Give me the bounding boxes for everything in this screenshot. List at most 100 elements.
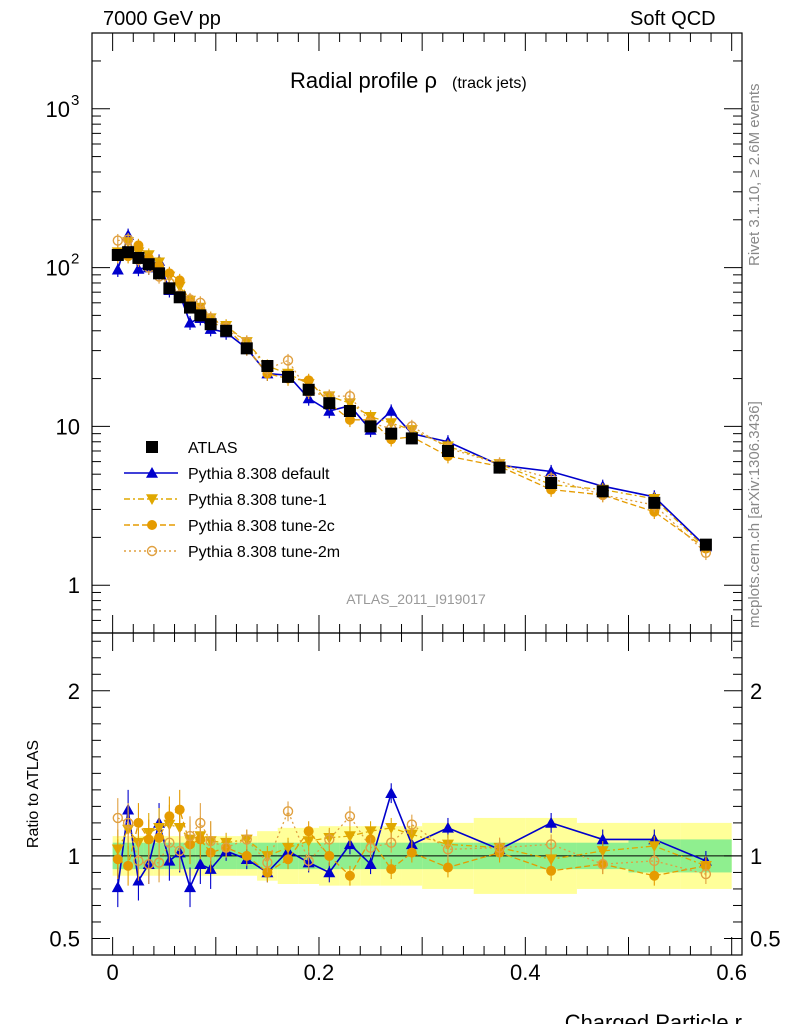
- ratio-y-tick-label-right: 1: [750, 844, 762, 869]
- data-point: [163, 282, 176, 295]
- ratio-point: [153, 857, 165, 868]
- ratio-point: [184, 881, 197, 893]
- legend-marker: [146, 441, 158, 453]
- data-point: [699, 538, 712, 551]
- ratio-point: [406, 819, 418, 830]
- legend-label: Pythia 8.308 tune-2c: [188, 518, 335, 535]
- ratio-point: [545, 816, 558, 828]
- series-0: [111, 246, 712, 551]
- chart-subtitle: (track jets): [452, 75, 527, 92]
- ratio-point: [385, 787, 398, 798]
- chart-title: Radial profile ρ: [290, 68, 437, 93]
- ratio-y-axis-label: Ratio to ATLAS: [25, 740, 42, 848]
- ratio-point: [143, 834, 154, 845]
- x-tick-label: 0: [107, 960, 119, 985]
- data-point: [648, 496, 661, 509]
- data-point: [153, 267, 166, 280]
- header-right: Soft QCD: [630, 8, 716, 30]
- ratio-plot-frame: [91, 632, 743, 956]
- ratio-point: [700, 868, 712, 880]
- data-point: [194, 309, 207, 322]
- ratio-point: [282, 806, 294, 817]
- ratio-point: [442, 844, 454, 855]
- data-point: [184, 316, 197, 328]
- data-point: [545, 477, 558, 490]
- ratio-point: [323, 866, 336, 878]
- data-point: [385, 427, 398, 440]
- data-point: [173, 291, 186, 304]
- y-tick-exponent: 3: [71, 92, 79, 109]
- analysis-tag: ATLAS_2011_I919017: [346, 591, 486, 607]
- y-tick-label: 10: [56, 414, 80, 439]
- main-y-ticks: [92, 32, 742, 634]
- ratio-point: [220, 842, 232, 853]
- legend-label: Pythia 8.308 tune-1: [188, 492, 327, 509]
- data-point: [441, 444, 454, 457]
- data-point: [343, 398, 356, 410]
- ratio-point: [648, 841, 661, 853]
- ratio-y-tick-label: 2: [68, 679, 80, 704]
- ratio-point: [596, 846, 609, 857]
- data-point: [122, 234, 134, 245]
- data-point: [493, 461, 506, 474]
- x-ticks: [91, 33, 733, 955]
- data-point: [112, 235, 123, 246]
- ratio-point: [123, 860, 134, 871]
- ratio-point: [122, 817, 134, 829]
- ratio-point: [154, 832, 165, 843]
- x-tick-label: 0.6: [716, 960, 747, 985]
- x-tick-label: 0.2: [304, 960, 335, 985]
- data-point: [344, 390, 356, 402]
- data-point: [122, 246, 135, 259]
- series-4: [112, 233, 712, 561]
- ratio-point: [302, 836, 315, 848]
- ratio-point: [111, 881, 124, 893]
- ratio-point: [386, 864, 397, 875]
- ratio-point: [597, 858, 608, 870]
- legend-label: Pythia 8.308 tune-2m: [188, 544, 340, 561]
- ratio-point: [494, 842, 505, 853]
- x-tick-label: 0.4: [510, 960, 541, 985]
- ratio-point: [112, 854, 123, 865]
- data-point: [220, 324, 233, 337]
- legend-marker: [147, 520, 157, 530]
- ratio-y-tick-label: 0.5: [49, 926, 80, 951]
- ratio-point: [262, 857, 273, 868]
- data-point: [344, 414, 355, 425]
- ratio-point: [133, 817, 144, 828]
- ratio-point: [441, 821, 454, 833]
- legend: ATLAS Pythia 8.308 default Pythia 8.308 tu…: [124, 440, 340, 561]
- ratio-point: [133, 855, 144, 867]
- ratio-y-tick-label-right: 0.5: [750, 926, 781, 951]
- ratio-series-3: [112, 798, 712, 884]
- data-point: [545, 465, 558, 477]
- y-tick-label: 1: [68, 573, 80, 598]
- data-point: [164, 268, 175, 279]
- ratio-y-tick-label: 1: [68, 844, 80, 869]
- ratio-point: [649, 855, 660, 867]
- data-point: [405, 432, 418, 445]
- ratio-point: [344, 870, 355, 881]
- data-point: [343, 404, 356, 417]
- ratio-point: [596, 833, 609, 845]
- legend-marker: [146, 545, 158, 557]
- ratio-point: [343, 831, 356, 843]
- data-point: [364, 420, 377, 433]
- data-point: [174, 275, 185, 286]
- data-point: [261, 360, 274, 373]
- legend-label: Pythia 8.308 default: [188, 466, 330, 483]
- ratio-point: [194, 858, 207, 869]
- data-point: [204, 318, 217, 331]
- data-point: [596, 485, 609, 498]
- ratio-point: [241, 834, 252, 845]
- data-point: [132, 251, 145, 264]
- data-point: [111, 249, 124, 262]
- main-plot-frame: [91, 32, 743, 634]
- data-point: [133, 240, 144, 251]
- data-point: [111, 263, 124, 275]
- ratio-point: [303, 855, 314, 867]
- y-tick-label: 10: [46, 97, 70, 122]
- legend-marker: [146, 467, 158, 478]
- x-axis-label: Charged Particle r: [565, 1010, 742, 1024]
